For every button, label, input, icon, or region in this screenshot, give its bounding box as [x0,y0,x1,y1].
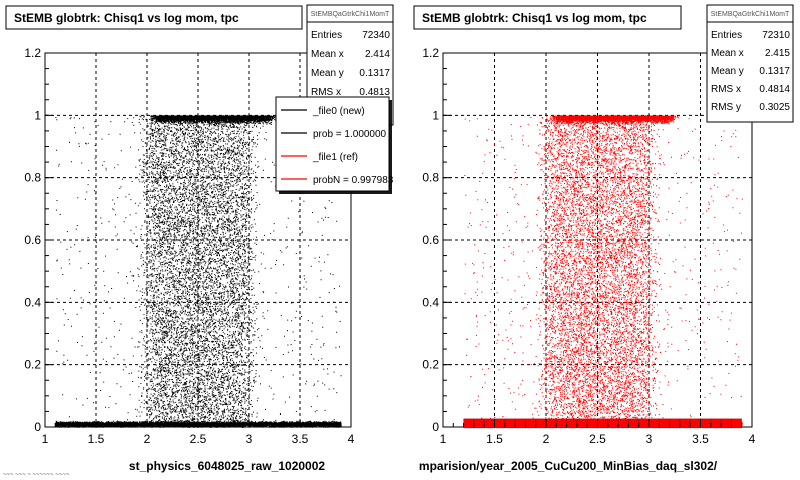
right-band-marker [721,418,732,429]
right-band-marker [494,418,505,429]
right-x-tick-label: 1 [440,432,447,446]
right-band-marker [659,418,670,429]
left-y-tick-label: 1.2 [24,46,41,60]
left-title: StEMB globtrk: Chisq1 vs log mom, tpc [14,11,239,25]
right-band-marker [607,418,619,429]
left-title-box [5,5,303,30]
left-axis-ticks: 1 1.5 2 2.5 3 3.5 4 0 0.2 0.4 0.6 0.8 1 1.2 [24,46,354,446]
left-y-tick-label: 0 [34,420,41,434]
legend-entry-prob: prob = 1.000000 [313,129,387,140]
right-band-marker [700,418,711,429]
right-band-marker [556,418,567,429]
left-x-tick-label: 1 [42,432,49,446]
left-y-tick-label: 0.6 [24,233,41,247]
left-x-tick-label: 3.5 [292,432,309,446]
footer-stamp: ~~~ ~~~ ~ ~~~~~~ ~~~~ [3,472,70,478]
left-y-tick-label: 0.4 [24,295,41,309]
legend-entry-file1: _file1 (ref) [312,152,358,163]
left-y-tick-label: 1 [34,108,41,122]
right-stats-label-rmsy: RMS y [711,102,741,113]
right-stats-name: StEMBQaGtrkChi1MomT [711,11,790,18]
right-band-marker [515,418,526,429]
right-x-tick-label: 2.5 [589,432,606,446]
left-stats-value-meany: 0.1317 [359,68,390,79]
right-band-marker [504,418,516,429]
right-band-marker [576,418,588,429]
legend-entry-probn: probN = 0.997983 [313,175,394,186]
left-stats-label-meanx: Mean x [311,49,344,60]
right-x-tick-label: 3.5 [692,432,709,446]
right-stats-value-entries: 72310 [762,30,790,41]
left-x-tick-label: 4 [348,432,355,446]
right-axis-ticks: 1 1.5 2 2.5 3 3.5 4 0 0.2 0.4 0.6 0.8 1 1.2 [422,46,755,446]
right-x-tick-label: 1.5 [486,432,503,446]
right-stats-label-rmsx: RMS x [711,84,741,95]
right-title: StEMB globtrk: Chisq1 vs log mom, tpc [422,11,647,25]
left-x-tick-label: 3 [246,432,253,446]
left-y-tick-label: 0.8 [24,171,41,185]
right-y-tick-label: 1 [432,108,439,122]
right-band-marker [597,418,608,429]
left-stats-label-meany: Mean y [311,68,344,79]
left-stats-value-meanx: 2.414 [365,49,390,60]
right-band-marker [731,418,742,429]
right-band-marker [628,418,639,429]
left-stats-label-entries: Entries [311,30,342,41]
right-stats-value-rmsy: 0.3025 [759,102,790,113]
right-y-tick-label: 1.2 [422,46,439,60]
right-y-tick-label: 0.2 [422,358,439,372]
right-stats-box: StEMBQaGtrkChi1MomT Entries 72310 Mean x… [706,4,794,123]
right-stats-label-meany: Mean y [711,66,744,77]
right-band-marker [679,418,691,429]
right-x-tick-label: 3 [646,432,653,446]
right-x-tick-label: 2 [543,432,550,446]
right-band-marker [587,418,598,429]
right-band-marker [618,418,629,429]
left-x-tick-label: 2 [144,432,151,446]
right-stats-value-meany: 0.1317 [759,66,790,77]
right-stats-value-meanx: 2.415 [765,48,790,59]
legend-entry-file0: _file0 (new) [312,106,365,117]
right-band-marker [525,418,536,429]
right-band-marker [648,418,660,429]
right-x-axis-label: mparision/year_2005_CuCu200_MinBias_daq_… [419,459,718,473]
right-band-marker [545,418,557,429]
right-band-marker [535,418,547,429]
right-band-marker [463,418,474,429]
right-x-tick-label: 4 [749,432,756,446]
left-x-tick-label: 1.5 [88,432,105,446]
right-band-marker [638,418,650,429]
right-band-marker [473,418,485,429]
left-stats-value-entries: 72340 [362,30,390,41]
right-band-marker [566,418,577,429]
right-y-tick-label: 0.4 [422,295,439,309]
right-band-marker [669,418,680,429]
legend-box: _file0 (new) prob = 1.000000 _file1 (ref… [275,96,394,194]
left-x-axis-label: st_physics_6048025_raw_1020002 [129,459,325,473]
right-band-marker [690,418,701,429]
left-stats-value-rmsx: 0.4813 [359,87,390,98]
right-band-marker [484,418,495,429]
left-stats-name: StEMBQaGtrkChi1MomT [311,11,390,18]
right-band-marker [710,418,722,429]
right-y-tick-label: 0.8 [422,171,439,185]
right-y-tick-label: 0.6 [422,233,439,247]
left-y-tick-label: 0.2 [24,358,41,372]
left-x-tick-label: 2.5 [190,432,207,446]
right-y-tick-label: 0 [432,420,439,434]
right-stats-label-entries: Entries [711,30,742,41]
left-stats-label-rmsx: RMS x [311,87,341,98]
right-band-markers [463,418,742,429]
right-title-box [413,5,682,30]
right-stats-label-meanx: Mean x [711,48,744,59]
right-stats-value-rmsx: 0.4814 [759,84,790,95]
